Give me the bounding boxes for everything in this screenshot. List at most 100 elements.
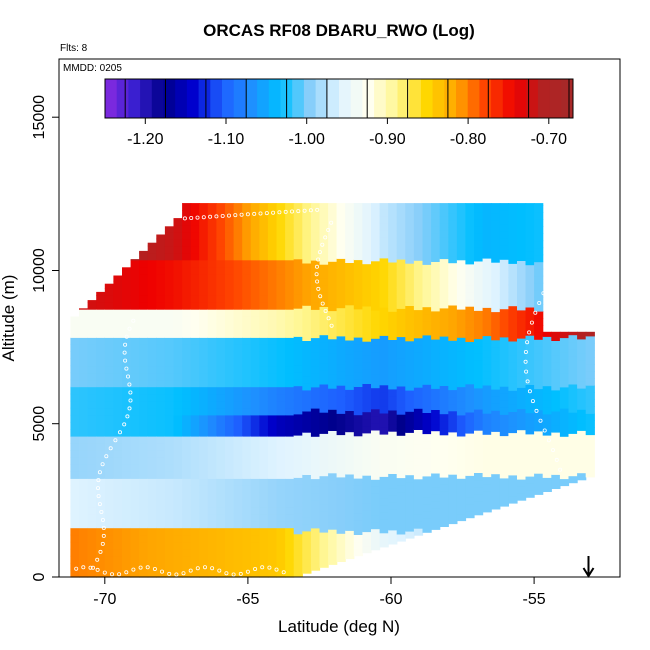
heatmap-cell	[96, 323, 106, 331]
heatmap-cell	[276, 450, 286, 458]
heatmap-cell	[482, 434, 492, 442]
heatmap-cell	[491, 494, 501, 503]
heatmap-cell	[431, 205, 441, 213]
heatmap-cell	[396, 266, 406, 274]
heatmap-cell	[259, 295, 269, 303]
heatmap-cell	[156, 478, 166, 486]
heatmap-cell	[491, 452, 501, 461]
heatmap-cell	[362, 320, 372, 328]
heatmap-cell	[139, 393, 149, 402]
heatmap-cell	[542, 477, 552, 485]
heatmap-cell	[551, 474, 561, 482]
track-marker	[96, 486, 101, 491]
heatmap-cell	[293, 378, 303, 387]
heatmap-cell	[164, 570, 175, 578]
heatmap-cell	[207, 344, 217, 352]
heatmap-cell	[456, 436, 467, 444]
heatmap-cell	[207, 457, 217, 465]
heatmap-cell	[362, 348, 372, 356]
heatmap-cell	[517, 436, 527, 445]
heatmap-cell	[405, 418, 415, 426]
heatmap-cell	[396, 308, 406, 316]
heatmap-cell	[276, 400, 286, 409]
heatmap-cell	[353, 365, 363, 373]
heatmap-cell	[164, 245, 175, 254]
heatmap-cell	[310, 485, 321, 494]
heatmap-cell	[413, 415, 424, 423]
track-marker	[253, 567, 258, 572]
colorbar-swatch	[479, 79, 492, 118]
heatmap-cell	[190, 492, 200, 500]
heatmap-cell	[491, 438, 501, 446]
heatmap-cell	[250, 224, 260, 233]
heatmap-cell	[199, 414, 209, 423]
heatmap-cell	[276, 295, 286, 303]
heatmap-cell	[319, 475, 329, 484]
heatmap-cell	[345, 375, 355, 383]
track-marker	[96, 494, 101, 499]
heatmap-cell	[319, 285, 329, 293]
heatmap-cell	[216, 358, 226, 367]
heatmap-cell	[207, 217, 217, 226]
heatmap-cell	[405, 383, 415, 391]
heatmap-cell	[542, 470, 552, 478]
heatmap-cell	[104, 436, 114, 444]
heatmap-cell	[302, 206, 312, 215]
heatmap-cell	[164, 337, 175, 345]
heatmap-cell	[491, 445, 501, 454]
heatmap-cell	[216, 365, 226, 374]
heatmap-cell	[585, 406, 595, 414]
heatmap-cell	[474, 268, 484, 276]
heatmap-cell	[319, 398, 329, 406]
heatmap-cell	[259, 330, 269, 338]
heatmap-cell	[130, 471, 140, 479]
track-marker	[101, 533, 106, 538]
heatmap-cell	[113, 358, 123, 367]
heatmap-cell	[568, 341, 578, 350]
heatmap-cell	[87, 302, 97, 310]
heatmap-cell	[276, 238, 286, 247]
heatmap-cell	[173, 513, 183, 522]
heatmap-cell	[182, 266, 192, 275]
heatmap-cell	[242, 548, 252, 557]
heatmap-cell	[413, 225, 424, 233]
heatmap-cell	[499, 273, 509, 281]
heatmap-cell	[267, 570, 278, 578]
heatmap-cell	[439, 385, 449, 393]
heatmap-cell	[577, 437, 587, 445]
heatmap-cell	[336, 244, 346, 252]
heatmap-cell	[233, 288, 243, 296]
heatmap-cell	[508, 277, 518, 286]
heatmap-cell	[585, 399, 595, 407]
heatmap-cell	[216, 478, 226, 486]
heatmap-cell	[482, 265, 492, 273]
heatmap-cell	[267, 203, 278, 211]
heatmap-cell	[250, 570, 260, 578]
heatmap-cell	[302, 347, 312, 356]
heatmap-cell	[199, 506, 209, 515]
colorbar-swatch	[151, 79, 164, 118]
track-marker	[323, 235, 328, 240]
track-marker	[524, 369, 529, 374]
heatmap-cell	[542, 350, 552, 358]
heatmap-cell	[491, 459, 501, 468]
heatmap-cell	[439, 350, 449, 358]
heatmap-cell	[396, 350, 406, 359]
heatmap-cell	[499, 358, 509, 366]
heatmap-cell	[499, 470, 509, 479]
heatmap-cell	[448, 340, 458, 348]
heatmap-cell	[250, 400, 260, 409]
heatmap-cell	[379, 257, 389, 266]
heatmap-cell	[113, 443, 123, 451]
heatmap-cell	[439, 265, 449, 274]
heatmap-cell	[482, 222, 492, 231]
x-axis-label: Latitude (deg N)	[278, 617, 400, 636]
heatmap-cell	[293, 350, 303, 358]
heatmap-cell	[173, 421, 183, 430]
track-marker	[117, 572, 122, 577]
heatmap-cell	[413, 323, 424, 332]
heatmap-cell	[199, 231, 209, 240]
heatmap-cell	[396, 230, 406, 239]
heatmap-cell	[139, 323, 149, 331]
heatmap-cell	[302, 227, 312, 236]
